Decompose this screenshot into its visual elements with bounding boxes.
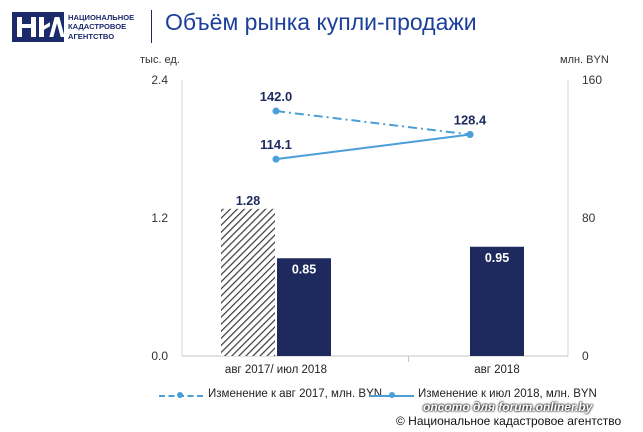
nka-logo-mark-icon xyxy=(12,12,65,42)
left-tick-label: 2.4 xyxy=(151,73,168,87)
series-point-label: 114.1 xyxy=(260,137,292,152)
bar-value-label: 0.95 xyxy=(485,251,509,265)
right-tick-label: 0 xyxy=(582,349,589,363)
logo-line-2: КАДАСТРОВОЕ xyxy=(68,22,127,32)
copyright: © Национальное кадастровое агентство xyxy=(396,414,622,428)
logo-line-1: НАЦИОНАЛЬНОЕ xyxy=(68,13,135,22)
legend-label-aug2017: Изменение к авг 2017, млн. BYN xyxy=(208,388,383,400)
watermark: oncomo для forum.onliner.by xyxy=(423,400,593,414)
series-line-0 xyxy=(275,110,471,136)
header-divider xyxy=(151,10,152,43)
right-tick-label: 160 xyxy=(582,73,602,87)
logo-line-3: АГЕНТСТВО xyxy=(68,31,115,41)
right-axis-unit: млн. BYN xyxy=(560,54,609,66)
legend-label-jul2018: Изменение к июл 2018, млн. BYN xyxy=(418,388,597,400)
category-label: авг 2018 xyxy=(474,364,519,376)
left-tick-label: 1.2 xyxy=(151,211,168,225)
bar-авг-2018 xyxy=(470,246,524,356)
series-point xyxy=(272,155,280,163)
category-label: авг 2017/ июл 2018 xyxy=(225,364,327,376)
bar-июл-2018 xyxy=(277,258,331,356)
nka-logo: НАЦИОНАЛЬНОЕ КАДАСТРОВОЕ АГЕНТСТВО xyxy=(12,12,147,42)
bar-value-label: 1.28 xyxy=(236,194,260,208)
left-axis-unit: тыс. ед. xyxy=(140,54,180,66)
bar-авг-2017 xyxy=(221,208,275,356)
chart-legend: Изменение к авг 2017, млн. BYN Изменение… xyxy=(155,387,625,405)
bar-value-label: 0.85 xyxy=(292,262,316,276)
series-point-label: 128.4 xyxy=(454,113,487,128)
legend-marker xyxy=(177,392,183,398)
series-point xyxy=(466,131,474,139)
header: НАЦИОНАЛЬНОЕ КАДАСТРОВОЕ АГЕНТСТВО Объём… xyxy=(0,0,643,48)
legend-marker xyxy=(389,392,395,398)
right-tick-label: 80 xyxy=(582,211,596,225)
series-line-1 xyxy=(275,133,471,161)
logo-text: НАЦИОНАЛЬНОЕ КАДАСТРОВОЕ АГЕНТСТВО xyxy=(68,13,148,41)
left-tick-label: 0.0 xyxy=(151,349,168,363)
series-point xyxy=(272,107,280,115)
series-point-label: 142.0 xyxy=(260,89,293,104)
page-title: Объём рынка купли-продажи xyxy=(165,9,477,35)
